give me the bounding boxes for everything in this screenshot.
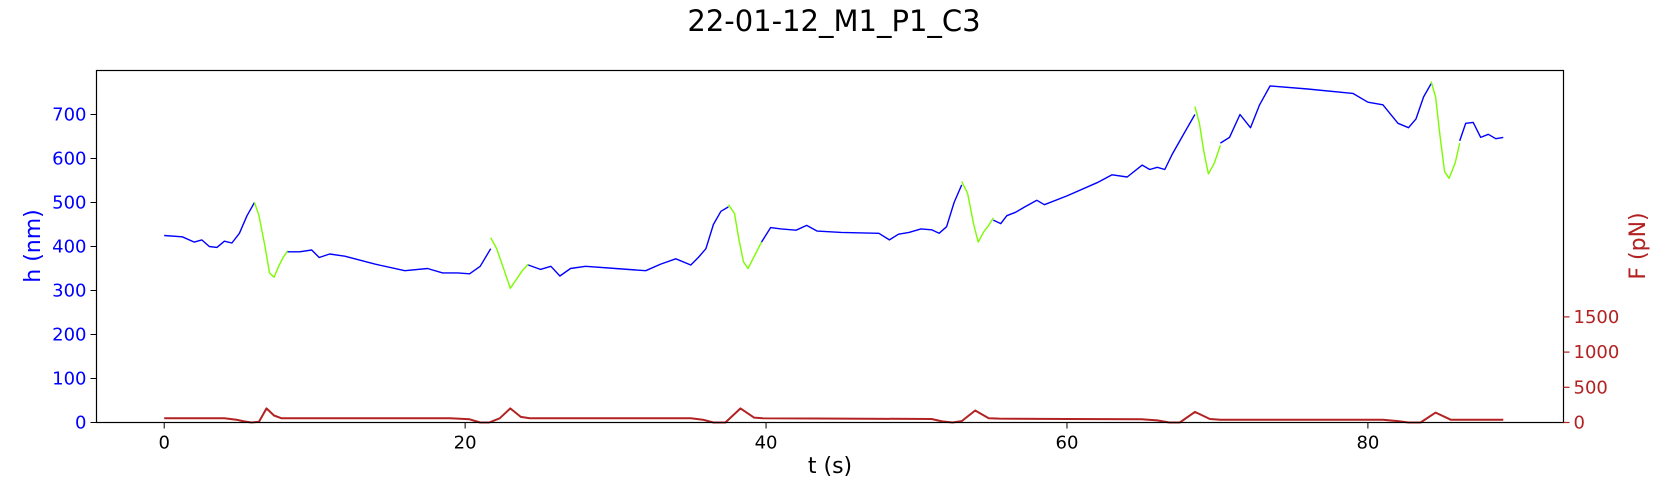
plot-lines bbox=[164, 81, 1504, 424]
y-axis-left: 0 100 200 300 400 500 600 700 bbox=[52, 105, 97, 434]
y-left-tick-label: 400 bbox=[52, 237, 86, 258]
height-line-8 bbox=[993, 114, 1196, 225]
y-right-tick-label: 500 bbox=[1574, 377, 1608, 398]
height-line-0 bbox=[164, 202, 256, 249]
y-axis-right-label: F (pN) bbox=[1626, 212, 1651, 279]
height-line-2 bbox=[287, 248, 492, 275]
height-line-5 bbox=[727, 204, 763, 270]
y-left-tick-label: 100 bbox=[52, 369, 86, 390]
y-left-tick-label: 600 bbox=[52, 149, 86, 170]
y-right-tick-label: 1000 bbox=[1574, 342, 1620, 363]
y-axis-right: 0 500 1000 1500 bbox=[1563, 307, 1620, 434]
y-right-tick-label: 0 bbox=[1574, 413, 1585, 434]
y-left-tick-label: 200 bbox=[52, 325, 86, 346]
x-tick-label: 60 bbox=[1056, 433, 1079, 454]
height-line-3 bbox=[490, 237, 529, 289]
height-line-1 bbox=[253, 202, 289, 278]
y-right-tick-label: 1500 bbox=[1574, 307, 1620, 328]
x-tick-label: 20 bbox=[454, 433, 477, 454]
x-tick-label: 0 bbox=[158, 433, 169, 454]
y-left-tick-label: 700 bbox=[52, 105, 86, 126]
y-left-tick-label: 500 bbox=[52, 193, 86, 214]
x-axis-label: t (s) bbox=[808, 454, 852, 479]
height-line-12 bbox=[1459, 121, 1504, 142]
height-line-4 bbox=[528, 206, 729, 277]
height-line-10 bbox=[1220, 83, 1432, 144]
x-tick-label: 80 bbox=[1356, 433, 1379, 454]
height-line-7 bbox=[961, 181, 994, 243]
height-line-9 bbox=[1194, 106, 1222, 175]
x-axis: 0 20 40 60 80 bbox=[158, 422, 1379, 454]
y-left-tick-label: 0 bbox=[75, 413, 86, 434]
height-line-6 bbox=[760, 184, 963, 243]
y-left-tick-label: 300 bbox=[52, 281, 86, 302]
chart-title: 22-01-12_M1_P1_C3 bbox=[687, 4, 980, 38]
y-axis-left-label: h (nm) bbox=[21, 209, 46, 282]
height-line-11 bbox=[1430, 81, 1461, 180]
force-line-13 bbox=[164, 407, 1504, 424]
x-tick-label: 40 bbox=[755, 433, 778, 454]
